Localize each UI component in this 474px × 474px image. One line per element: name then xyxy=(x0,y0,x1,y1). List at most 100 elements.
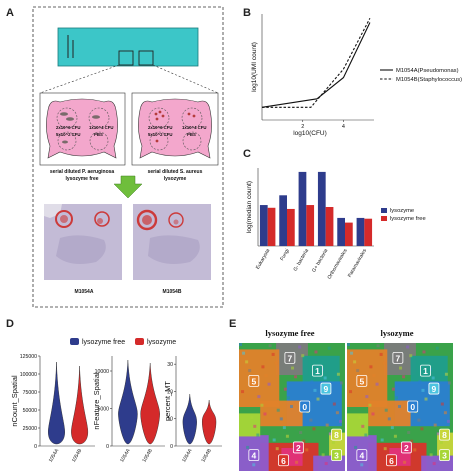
cluster-spot xyxy=(338,419,342,423)
bar xyxy=(298,171,307,246)
cluster-label-box xyxy=(320,382,332,395)
tissue-diagram-right xyxy=(131,92,219,166)
cluster-spot xyxy=(393,434,397,438)
cluster-label: 1 xyxy=(315,366,320,376)
y-tick-label: 50000 xyxy=(23,408,38,414)
cluster-spot xyxy=(417,418,421,422)
y-tick-label: 75000 xyxy=(23,390,38,396)
cluster-spot xyxy=(429,453,433,457)
cluster-spot xyxy=(420,427,424,431)
cluster-spot xyxy=(241,390,245,394)
cluster-spot xyxy=(285,434,289,438)
cluster-spot xyxy=(387,417,391,421)
y-axis-label: nFeature_Spatial xyxy=(92,372,101,429)
arrow-down-icon xyxy=(113,175,143,199)
cluster-spot xyxy=(368,403,372,407)
cluster-label-box xyxy=(420,364,431,377)
condition-label: serial diluted P. aeruginosa xyxy=(50,169,115,175)
cluster-spot xyxy=(282,426,286,430)
violin xyxy=(48,361,65,445)
bar xyxy=(325,207,334,246)
cluster-region xyxy=(239,413,261,437)
cluster-label-box xyxy=(428,382,440,395)
bar xyxy=(287,208,295,246)
cluster-label-box xyxy=(400,441,412,454)
cluster-spot xyxy=(323,376,327,380)
bar xyxy=(267,207,276,246)
cluster-spot xyxy=(364,433,368,437)
panel-d-label: D xyxy=(6,318,14,330)
cluster-label-box xyxy=(248,449,260,462)
cluster-spot xyxy=(271,352,275,356)
cluster-label: 8 xyxy=(442,430,447,440)
cluster-label: 4 xyxy=(359,451,364,461)
y-axis-label: percent_MT xyxy=(163,381,172,421)
x-tick-label: Paramavirales xyxy=(347,248,368,279)
cluster-region xyxy=(260,400,303,427)
y-tick-label: 125000 xyxy=(20,354,37,360)
cluster-spot xyxy=(302,439,306,443)
cluster-label: 9 xyxy=(324,384,329,394)
cluster-label: 9 xyxy=(432,384,437,394)
cluster-spot xyxy=(403,460,407,464)
cluster-spot xyxy=(294,375,298,379)
cluster-spot xyxy=(272,438,276,442)
well-label: 1x10^4 CFU xyxy=(89,125,113,130)
bar xyxy=(356,217,365,246)
cluster-spot xyxy=(406,345,410,349)
legend-label: M1054A(Pseudomonas) xyxy=(396,68,459,74)
y-tick-label: 30 xyxy=(167,362,173,368)
cluster-spot xyxy=(446,419,450,423)
tissue-label: M1054A xyxy=(75,289,94,295)
cluster-spot xyxy=(275,447,279,451)
panel-a-frame xyxy=(32,6,224,308)
legend-label: lysozyme xyxy=(390,208,414,214)
cluster-spot xyxy=(328,432,332,436)
cluster-spot xyxy=(339,381,343,385)
cluster-spot xyxy=(407,431,411,435)
cluster-spot xyxy=(242,351,246,355)
cluster-spot xyxy=(375,382,379,386)
y-tick-label: 20 xyxy=(167,389,173,395)
x-tick-label: Eukaryota xyxy=(255,248,272,271)
cluster-spot xyxy=(347,343,350,346)
panel-c-label: C xyxy=(243,148,251,160)
y-axis-label: log(median count) xyxy=(246,181,253,233)
cluster-label-box xyxy=(439,428,450,441)
cluster-spot xyxy=(384,408,388,412)
x-tick-label: 1054B xyxy=(141,447,154,463)
x-tick-label: 2 xyxy=(301,124,304,130)
cluster-spot xyxy=(382,361,386,365)
cluster-spot xyxy=(390,426,394,430)
cluster-spot xyxy=(290,405,293,408)
cluster-spot xyxy=(369,365,373,369)
cluster-spot xyxy=(372,374,376,377)
x-tick-label: 1054A xyxy=(119,447,132,463)
x-tick-label: 4 xyxy=(342,124,345,130)
cluster-spot xyxy=(291,366,295,370)
violin xyxy=(71,365,89,445)
cluster-label-box xyxy=(248,374,260,387)
capture-area-right xyxy=(138,50,154,66)
condition-label: lysozyme xyxy=(164,176,187,182)
well-label: 1x10^4 CFU xyxy=(182,125,206,130)
cluster-label-box xyxy=(278,454,289,467)
x-tick-label: 1054B xyxy=(200,447,213,463)
cluster-label: 5 xyxy=(359,376,364,386)
cluster-spot xyxy=(336,372,340,376)
cluster-spot xyxy=(409,354,413,358)
legend-swatch xyxy=(135,338,144,345)
cluster-label-box xyxy=(299,400,311,413)
cluster-label: 0 xyxy=(302,402,307,412)
cluster-spot xyxy=(353,360,357,364)
y-tick-label: 5000 xyxy=(97,407,109,413)
cluster-spot xyxy=(413,448,417,452)
cluster-spot xyxy=(436,432,440,436)
cluster-spot xyxy=(402,375,406,379)
y-tick-label: 25000 xyxy=(23,426,38,432)
cluster-spot xyxy=(248,369,252,373)
cluster-spot xyxy=(316,397,320,401)
cluster-spot xyxy=(360,463,364,467)
cluster-spot xyxy=(394,396,398,400)
